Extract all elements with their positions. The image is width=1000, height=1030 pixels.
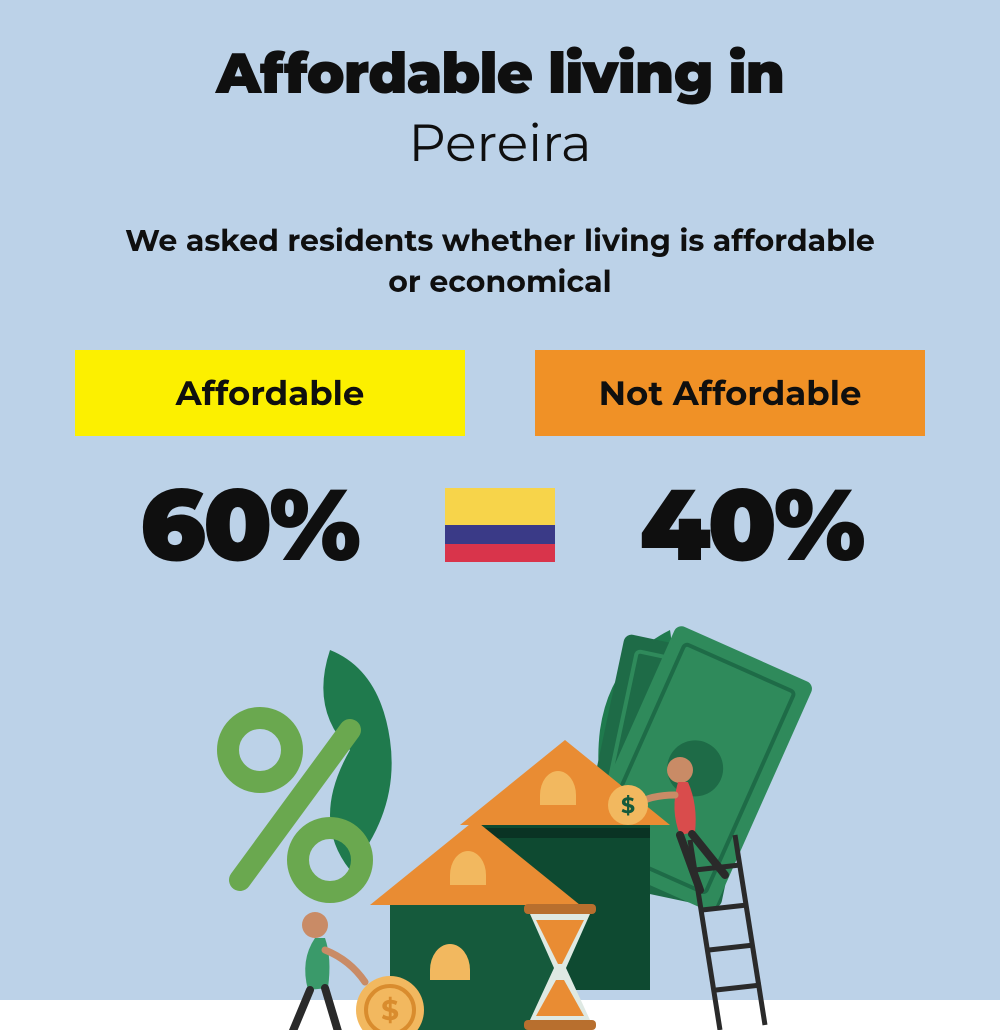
savings-house-illustration: $ $ <box>180 610 820 1030</box>
title-block: Affordable living in Pereira <box>0 0 1000 175</box>
label-affordable: Affordable <box>75 350 465 436</box>
label-affordable-text: Affordable <box>176 372 365 414</box>
title-line1: Affordable living in <box>0 40 1000 108</box>
labels-row: Affordable Not Affordable <box>0 350 1000 436</box>
value-affordable: 60% <box>99 464 399 586</box>
title-line2: Pereira <box>0 112 1000 175</box>
infographic-canvas: Affordable living in Pereira We asked re… <box>0 0 1000 1000</box>
values-row: 60% 40% <box>0 464 1000 586</box>
svg-text:$: $ <box>381 994 399 1028</box>
svg-text:$: $ <box>621 792 635 819</box>
flag-icon <box>445 488 555 562</box>
label-not-affordable: Not Affordable <box>535 350 925 436</box>
subtitle: We asked residents whether living is aff… <box>110 221 890 302</box>
value-not-affordable: 40% <box>601 464 901 586</box>
label-not-affordable-text: Not Affordable <box>599 372 862 414</box>
